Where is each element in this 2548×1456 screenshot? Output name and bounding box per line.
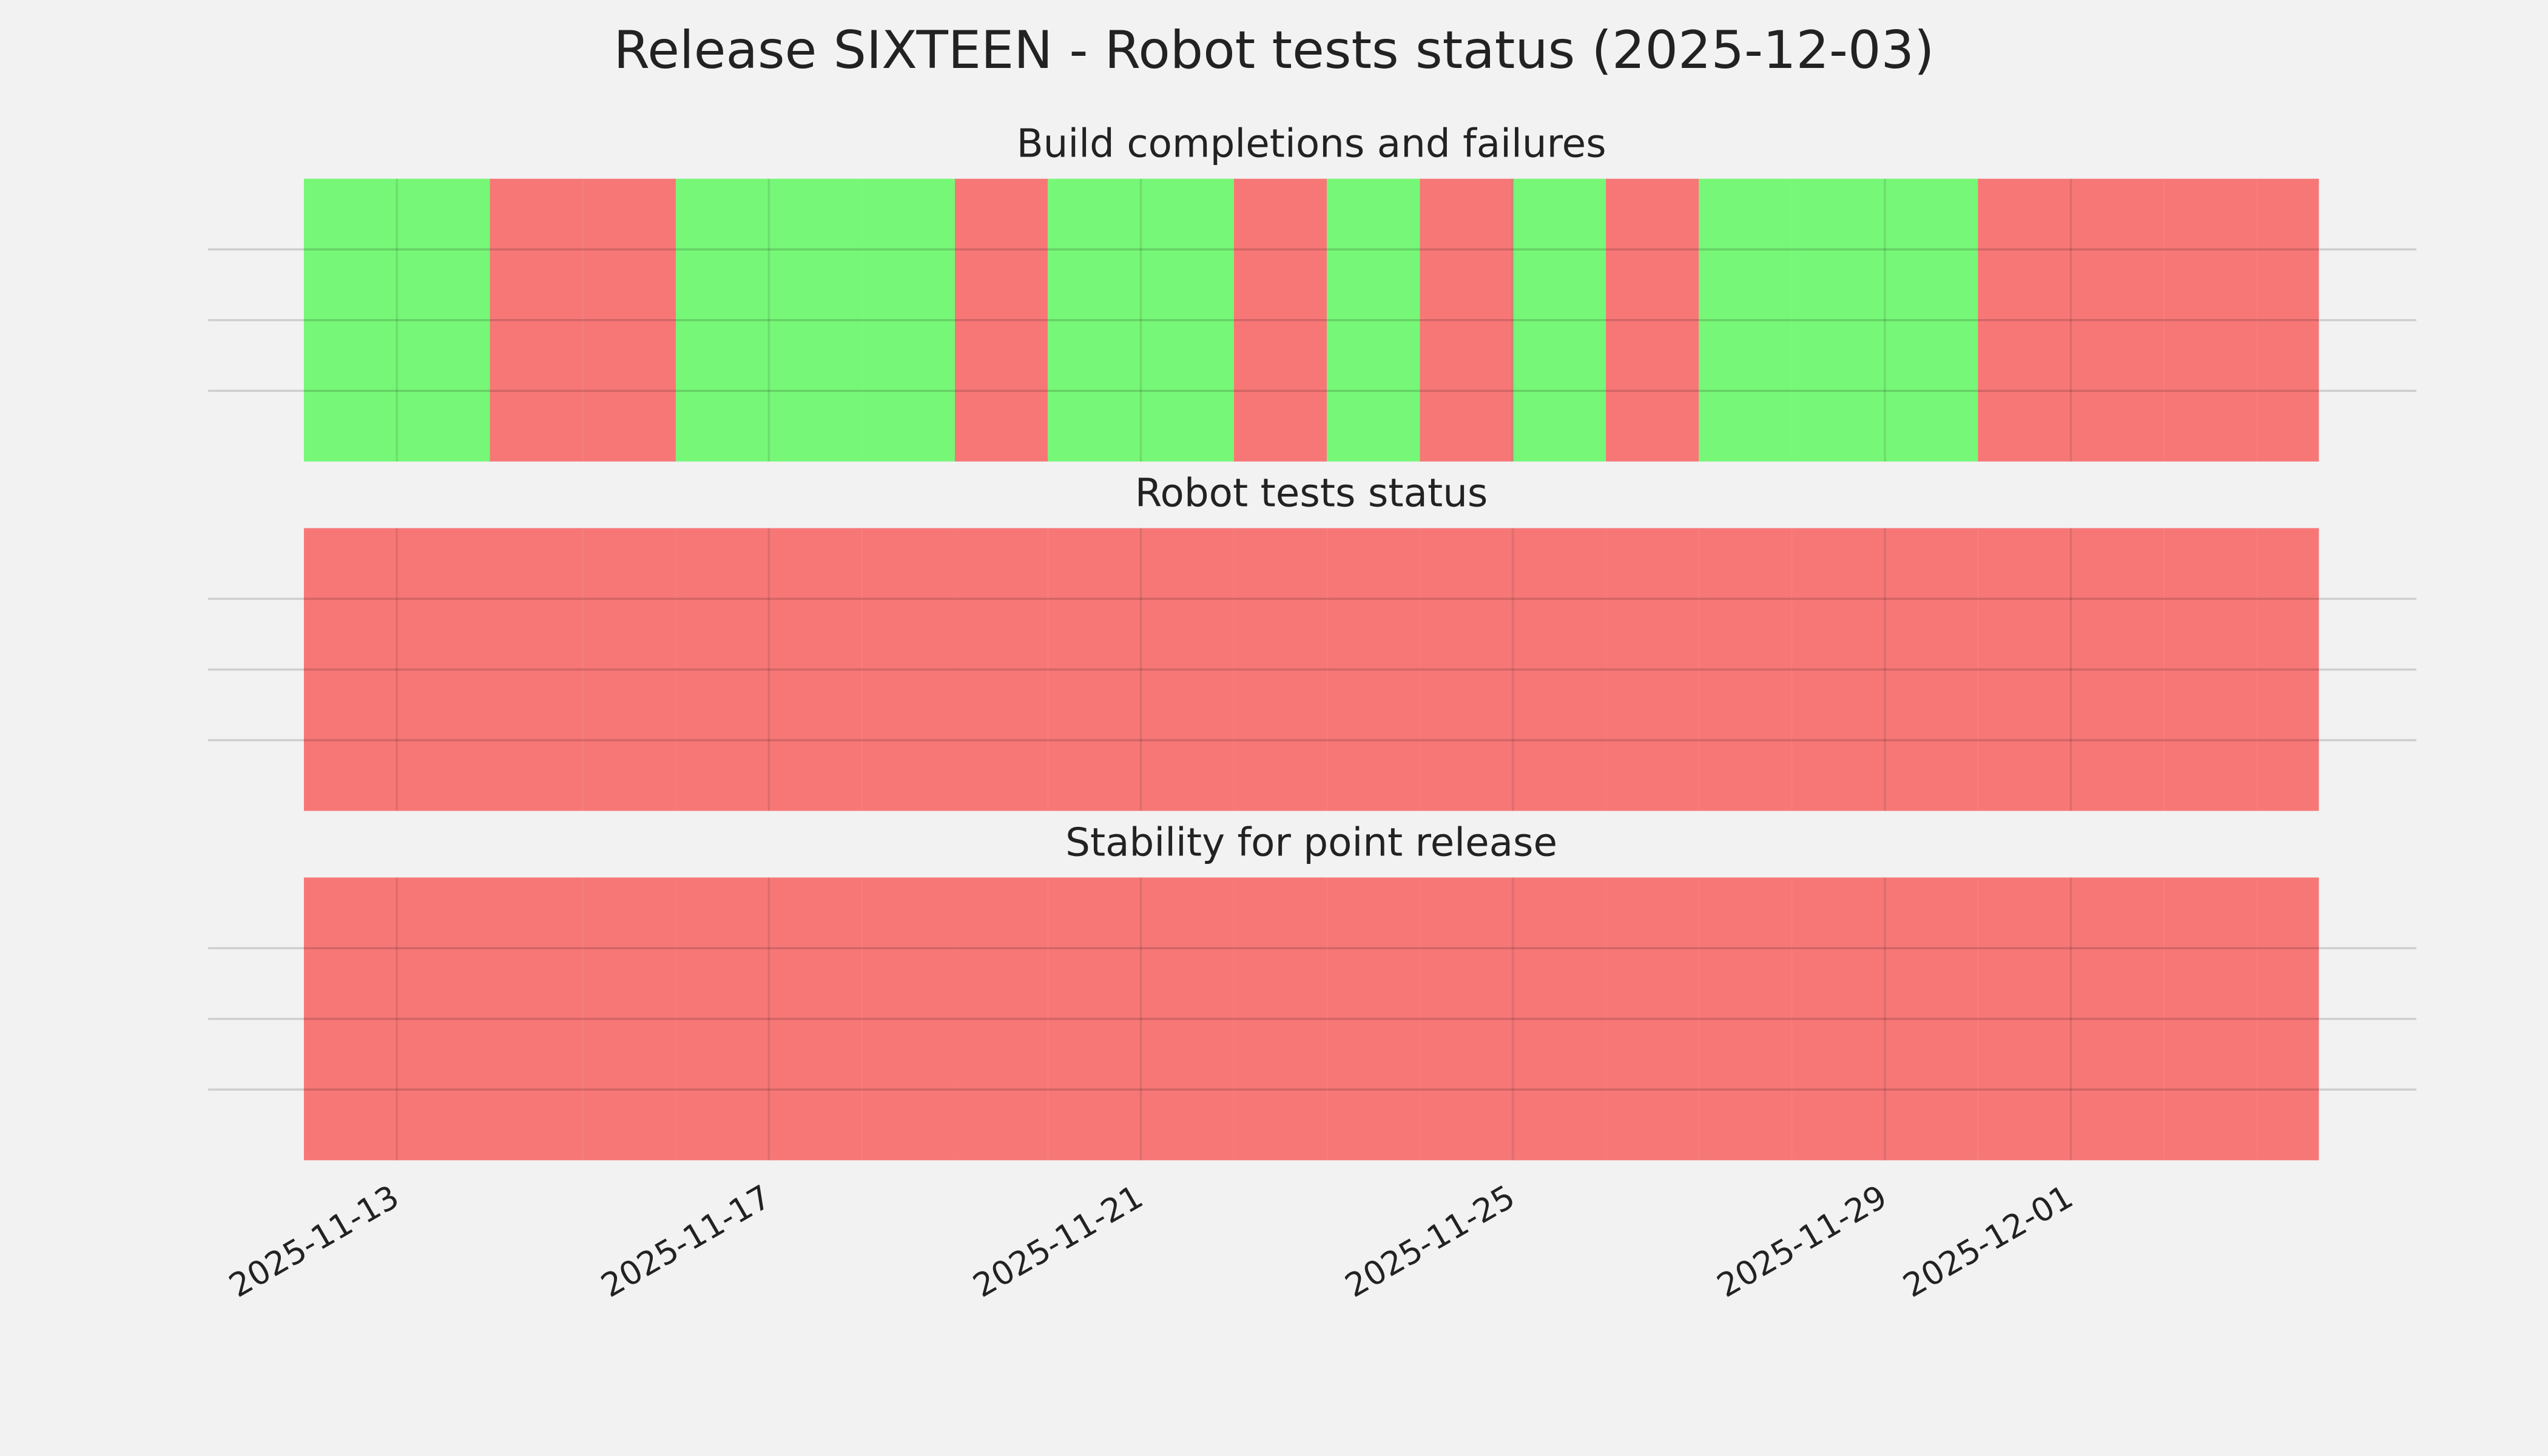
status-bar (1048, 528, 1141, 811)
status-bar (397, 877, 490, 1161)
status-bar (303, 178, 397, 462)
chart-title: Release SIXTEEN - Robot tests status (20… (614, 20, 1935, 81)
status-bar (1699, 178, 1792, 462)
status-bar (1978, 877, 2071, 1161)
status-bar (490, 877, 583, 1161)
status-bar (1233, 877, 1327, 1161)
status-bar (1512, 528, 1606, 811)
status-bar (397, 528, 490, 811)
status-bar (490, 178, 583, 462)
status-bar (1048, 178, 1141, 462)
x-tick-label: 2025-11-25 (1338, 1178, 1521, 1305)
status-bar (1791, 877, 1885, 1161)
status-bar (303, 877, 397, 1161)
status-bar (954, 178, 1048, 462)
status-bar (582, 178, 676, 462)
status-bar (1699, 877, 1792, 1161)
status-bar (676, 528, 769, 811)
status-bar (2257, 528, 2319, 811)
status-bar (1606, 877, 1699, 1161)
status-bar (2163, 877, 2257, 1161)
status-bar (397, 178, 490, 462)
status-bar (954, 528, 1048, 811)
x-tick-label: 2025-12-01 (1896, 1178, 2079, 1305)
status-bar (1420, 877, 1513, 1161)
x-tick-label: 2025-11-17 (595, 1178, 777, 1305)
status-bar (1327, 528, 1420, 811)
status-bar (1884, 178, 1978, 462)
status-bar (1141, 528, 1234, 811)
panel-title: Stability for point release (1065, 820, 1557, 865)
panel-title: Robot tests status (1135, 471, 1488, 516)
status-bar (1606, 178, 1699, 462)
status-bar (769, 528, 862, 811)
status-bar (676, 178, 769, 462)
status-bar (1512, 178, 1606, 462)
status-bar (1233, 528, 1327, 811)
panel-title: Build completions and failures (1017, 121, 1606, 167)
status-bar (861, 528, 955, 811)
status-bar (676, 877, 769, 1161)
status-bar (2071, 877, 2164, 1161)
status-bar (1978, 528, 2071, 811)
status-bar (1791, 178, 1885, 462)
status-bar (1699, 528, 1792, 811)
status-bar (1233, 178, 1327, 462)
status-bar (1048, 877, 1141, 1161)
status-bar (303, 528, 397, 811)
status-bar (1884, 528, 1978, 811)
status-bar (1884, 877, 1978, 1161)
status-bar (769, 877, 862, 1161)
status-bar (1141, 178, 1234, 462)
status-bar (1141, 877, 1234, 1161)
status-bar (582, 877, 676, 1161)
status-bar (2257, 178, 2319, 462)
status-bar (1420, 528, 1513, 811)
status-bar (582, 528, 676, 811)
status-bar (2163, 528, 2257, 811)
status-bar (1791, 528, 1885, 811)
status-bar (1327, 178, 1420, 462)
status-bar (769, 178, 862, 462)
status-bar (1978, 178, 2071, 462)
status-bar (2071, 178, 2164, 462)
status-bar (954, 877, 1048, 1161)
status-bar (1327, 877, 1420, 1161)
status-bar (861, 178, 955, 462)
status-bar (861, 877, 955, 1161)
x-tick-label: 2025-11-13 (223, 1178, 405, 1305)
x-tick-label: 2025-11-21 (966, 1178, 1149, 1305)
status-bar (2163, 178, 2257, 462)
status-bar (1420, 178, 1513, 462)
status-bar (2257, 877, 2319, 1161)
x-tick-label: 2025-11-29 (1711, 1178, 1893, 1305)
status-bar (1512, 877, 1606, 1161)
status-bar (1606, 528, 1699, 811)
status-bar (2071, 528, 2164, 811)
status-bar (490, 528, 583, 811)
